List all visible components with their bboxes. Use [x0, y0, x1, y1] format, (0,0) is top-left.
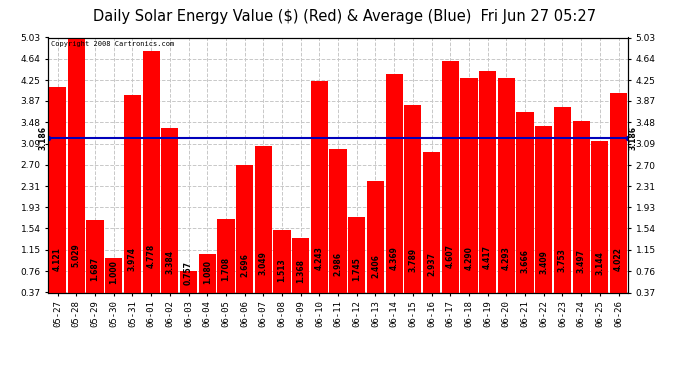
Text: Daily Solar Energy Value ($) (Red) & Average (Blue)  Fri Jun 27 05:27: Daily Solar Energy Value ($) (Red) & Ave…: [93, 9, 597, 24]
Bar: [68, 38, 85, 313]
Text: 5.029: 5.029: [72, 243, 81, 267]
Text: 3.789: 3.789: [408, 248, 417, 272]
Text: 3.974: 3.974: [128, 247, 137, 271]
Text: 1.000: 1.000: [109, 260, 118, 284]
Text: 4.369: 4.369: [390, 246, 399, 270]
Bar: [386, 74, 403, 313]
Bar: [330, 149, 346, 313]
Text: 3.186: 3.186: [629, 126, 638, 150]
Text: 0.757: 0.757: [184, 261, 193, 285]
Text: 4.607: 4.607: [446, 244, 455, 268]
Text: 3.409: 3.409: [540, 250, 549, 274]
Text: 2.696: 2.696: [240, 253, 249, 277]
Text: 1.745: 1.745: [353, 257, 362, 281]
Bar: [591, 141, 609, 313]
Bar: [517, 112, 533, 313]
Text: 3.497: 3.497: [577, 249, 586, 273]
Bar: [554, 107, 571, 313]
Bar: [460, 78, 477, 313]
Text: 1.687: 1.687: [90, 257, 99, 281]
Bar: [610, 93, 627, 313]
Bar: [442, 61, 459, 313]
Bar: [292, 238, 309, 313]
Text: 4.243: 4.243: [315, 246, 324, 270]
Text: 4.121: 4.121: [53, 247, 62, 271]
Text: 2.937: 2.937: [427, 252, 436, 276]
Text: 4.778: 4.778: [147, 243, 156, 268]
Text: 2.406: 2.406: [371, 254, 380, 278]
Bar: [124, 95, 141, 313]
Text: 4.290: 4.290: [464, 246, 473, 270]
Text: 3.049: 3.049: [259, 251, 268, 275]
Bar: [255, 146, 272, 313]
Bar: [49, 87, 66, 313]
Text: 3.753: 3.753: [558, 248, 567, 272]
Text: 3.186: 3.186: [39, 126, 48, 150]
Bar: [423, 152, 440, 313]
Bar: [348, 217, 366, 313]
Text: 3.666: 3.666: [520, 249, 529, 273]
Text: 1.708: 1.708: [221, 257, 230, 281]
Bar: [273, 230, 290, 313]
Bar: [86, 220, 104, 313]
Text: 3.144: 3.144: [595, 251, 604, 275]
Bar: [535, 126, 553, 313]
Bar: [367, 181, 384, 313]
Text: 1.368: 1.368: [296, 259, 305, 283]
Bar: [573, 122, 590, 313]
Text: 4.293: 4.293: [502, 246, 511, 270]
Bar: [161, 128, 179, 313]
Text: Copyright 2008 Cartronics.com: Copyright 2008 Cartronics.com: [51, 41, 175, 47]
Text: 4.417: 4.417: [483, 245, 492, 269]
Bar: [105, 258, 122, 313]
Bar: [199, 254, 216, 313]
Bar: [143, 51, 159, 313]
Text: 1.513: 1.513: [277, 258, 286, 282]
Bar: [497, 78, 515, 313]
Bar: [479, 71, 496, 313]
Bar: [404, 105, 422, 313]
Bar: [310, 81, 328, 313]
Bar: [180, 272, 197, 313]
Bar: [217, 219, 235, 313]
Text: 1.080: 1.080: [203, 260, 212, 284]
Text: 3.384: 3.384: [166, 250, 175, 274]
Text: 2.986: 2.986: [333, 252, 343, 276]
Bar: [236, 165, 253, 313]
Text: 4.022: 4.022: [614, 247, 623, 271]
